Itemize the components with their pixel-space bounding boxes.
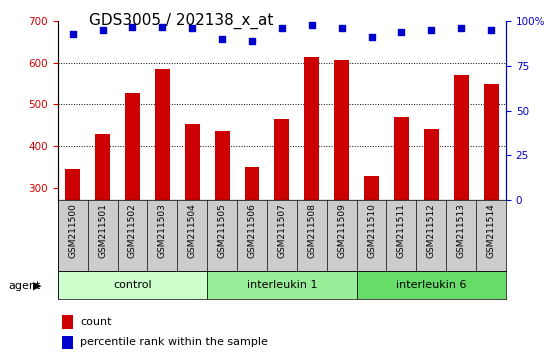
Text: GSM211502: GSM211502 [128, 204, 137, 258]
Point [307, 22, 316, 28]
Text: agent: agent [8, 281, 41, 291]
Point [68, 31, 77, 36]
Text: GSM211510: GSM211510 [367, 204, 376, 258]
Text: GSM211512: GSM211512 [427, 204, 436, 258]
Bar [364, 176, 379, 312]
Text: ▶: ▶ [33, 281, 42, 291]
Text: GSM211514: GSM211514 [487, 204, 496, 258]
Text: GSM211500: GSM211500 [68, 204, 77, 258]
Point [367, 34, 376, 40]
Text: GSM211506: GSM211506 [248, 204, 256, 258]
Bar [62, 315, 74, 329]
Text: interleukin 6: interleukin 6 [396, 280, 466, 290]
Text: GSM211504: GSM211504 [188, 204, 197, 258]
Text: interleukin 1: interleukin 1 [246, 280, 317, 290]
Text: GSM211503: GSM211503 [158, 204, 167, 258]
Bar [62, 336, 74, 349]
Text: GSM211501: GSM211501 [98, 204, 107, 258]
Point [487, 27, 496, 33]
Point [427, 27, 436, 33]
Bar [245, 167, 260, 312]
Text: GSM211513: GSM211513 [456, 204, 466, 258]
Point [128, 24, 137, 29]
Bar [95, 134, 110, 312]
Bar [65, 169, 80, 312]
Bar [304, 57, 319, 312]
Bar [454, 75, 469, 312]
Text: control: control [113, 280, 152, 290]
Text: GSM211508: GSM211508 [307, 204, 316, 258]
Bar [214, 131, 229, 312]
Text: count: count [80, 317, 112, 327]
Point [397, 29, 406, 35]
Point [248, 38, 256, 44]
Point [218, 36, 227, 42]
Bar [125, 93, 140, 312]
Bar [334, 60, 349, 312]
Text: GSM211507: GSM211507 [277, 204, 287, 258]
Bar [155, 69, 170, 312]
Text: GSM211511: GSM211511 [397, 204, 406, 258]
Point [158, 24, 167, 29]
Bar [483, 85, 498, 312]
Bar [274, 119, 289, 312]
Text: percentile rank within the sample: percentile rank within the sample [80, 337, 268, 348]
Point [277, 25, 286, 31]
Point [456, 25, 465, 31]
Point [98, 27, 107, 33]
Bar [424, 129, 439, 312]
Bar [207, 271, 356, 299]
Bar [58, 271, 207, 299]
Point [337, 25, 346, 31]
Text: GDS3005 / 202138_x_at: GDS3005 / 202138_x_at [89, 12, 274, 29]
Bar [185, 124, 200, 312]
Bar [394, 117, 409, 312]
Text: GSM211505: GSM211505 [218, 204, 227, 258]
Point [188, 25, 196, 31]
Bar [356, 271, 506, 299]
Text: GSM211509: GSM211509 [337, 204, 346, 258]
